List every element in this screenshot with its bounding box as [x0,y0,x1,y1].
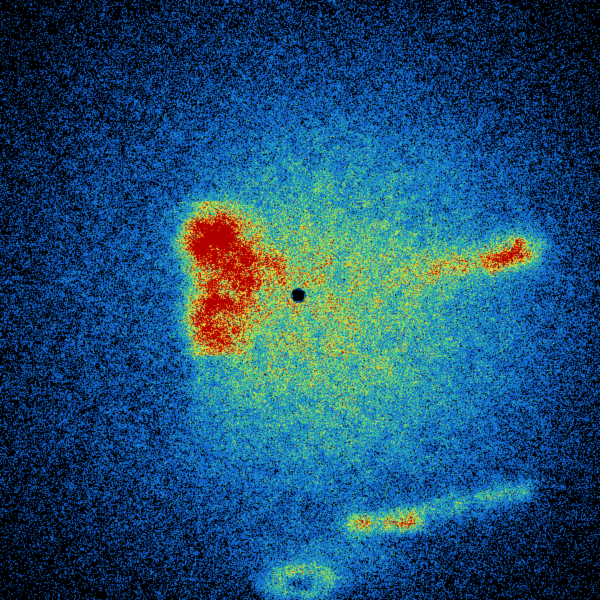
xray-image-canvas: X-ray Intensity Map [0,0,600,600]
xray-intensity-heatmap [0,0,600,600]
